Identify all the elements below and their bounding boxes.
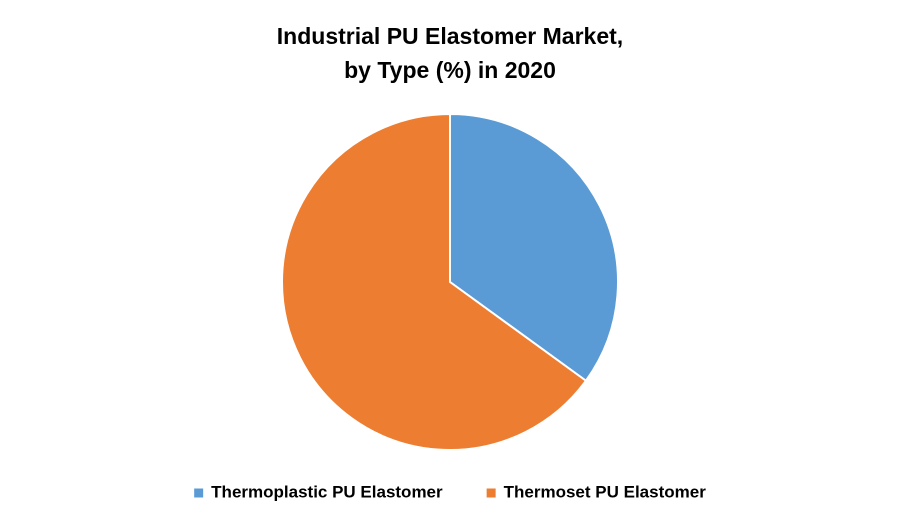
chart-title: by Type (%) in 2020 xyxy=(344,57,556,83)
pie-slice xyxy=(449,112,619,383)
legend-label: Thermoplastic PU Elastomer xyxy=(211,482,443,501)
pie-slice xyxy=(281,112,588,451)
legend-swatch xyxy=(486,488,496,498)
legend-label: Thermoset PU Elastomer xyxy=(504,482,707,501)
legend-swatch xyxy=(194,488,204,498)
chart-title: Industrial PU Elastomer Market, xyxy=(277,23,623,49)
